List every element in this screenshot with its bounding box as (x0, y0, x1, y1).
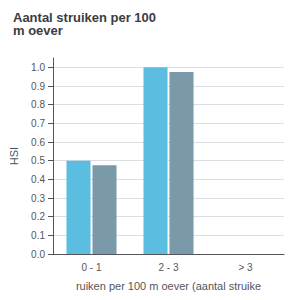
svg-text:0.2: 0.2 (31, 211, 45, 222)
svg-text:0.3: 0.3 (31, 193, 45, 204)
svg-text:0.8: 0.8 (31, 99, 45, 110)
svg-text:Aantal struiken per 100: Aantal struiken per 100 (13, 10, 157, 25)
svg-text:ruiken per 100 m oever (aantal: ruiken per 100 m oever (aantal struike (76, 280, 261, 292)
svg-text:m oever: m oever (13, 23, 63, 38)
svg-text:2 - 3: 2 - 3 (158, 262, 178, 273)
svg-text:1.0: 1.0 (31, 62, 45, 73)
svg-text:0.6: 0.6 (31, 137, 45, 148)
svg-text:0 - 1: 0 - 1 (81, 262, 101, 273)
svg-text:0.1: 0.1 (31, 230, 45, 241)
svg-text:0.7: 0.7 (31, 118, 45, 129)
svg-text:0.9: 0.9 (31, 81, 45, 92)
svg-text:> 3: > 3 (238, 262, 253, 273)
svg-text:0.5: 0.5 (31, 155, 45, 166)
svg-text:HSI: HSI (8, 147, 20, 165)
svg-text:0.0: 0.0 (31, 249, 45, 260)
svg-text:0.4: 0.4 (31, 174, 45, 185)
